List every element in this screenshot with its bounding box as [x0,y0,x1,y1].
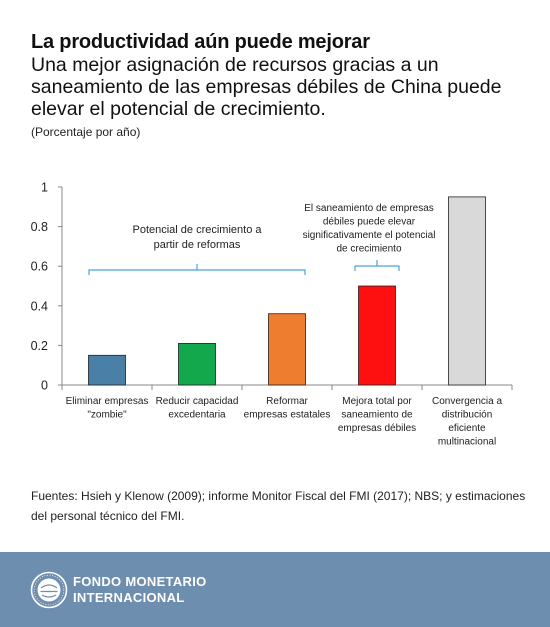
annotation-text: significativamente el potencial [303,230,436,241]
chart-subtitle: Una mejor asignación de recursos gracias… [31,54,502,120]
bar [448,196,486,386]
x-tick-label: Convergencia a [432,396,502,407]
y-tick-label: 0.6 [31,260,48,274]
x-tick-label: empresas estatales [244,410,331,421]
annotation-text: partir de reformas [154,239,241,251]
x-tick-label: distribución [442,410,493,421]
unit-label: (Porcentaje por año) [31,125,141,139]
org-name: FONDO MONETARIO INTERNACIONAL [73,574,207,606]
y-tick-label: 0.4 [31,299,48,313]
chart-title: La productividad aún puede mejorar [31,31,370,53]
org-name-line2: INTERNACIONAL [73,590,185,605]
x-tick-label: multinacional [438,437,496,448]
bar [358,285,396,386]
bar [268,313,306,386]
y-tick-label: 1 [41,181,48,195]
annotation-text: de crecimiento [336,244,401,255]
x-tick-label: eficiente [448,423,486,434]
org-name-line1: FONDO MONETARIO [73,574,207,589]
x-tick-label: saneamiento de [341,410,413,421]
x-tick-label: excedentaria [168,410,226,421]
y-tick-label: 0.2 [31,339,48,353]
annotation-bracket [354,260,400,271]
annotation-text: Potencial de crecimiento a [132,224,262,236]
x-tick-label: empresas débiles [338,423,416,434]
source-note: Fuentes: Hsieh y Klenow (2009); informe … [31,489,526,523]
bar [178,343,216,386]
footer-bar: FONDO MONETARIO INTERNACIONAL [0,552,550,627]
bar-chart: 0 0.2 0.4 0.6 0.8 1 Eliminar empresas "zombie" R… [31,181,513,448]
imf-seal-icon [30,571,68,609]
annotation-bracket [88,264,306,275]
bar [88,354,126,386]
x-tick-label: Reducir capacidad [156,396,239,407]
annotation-text: El saneamiento de empresas [304,203,434,214]
x-tick-label: Mejora total por [342,396,412,407]
x-tick-label: Reformar [266,396,308,407]
annotation-text: débiles puede elevar [323,217,416,228]
y-tick-label: 0.8 [31,220,48,234]
x-tick-label: "zombie" [87,410,127,421]
x-tick-label: Eliminar empresas [66,396,149,407]
y-tick-label: 0 [41,379,48,393]
